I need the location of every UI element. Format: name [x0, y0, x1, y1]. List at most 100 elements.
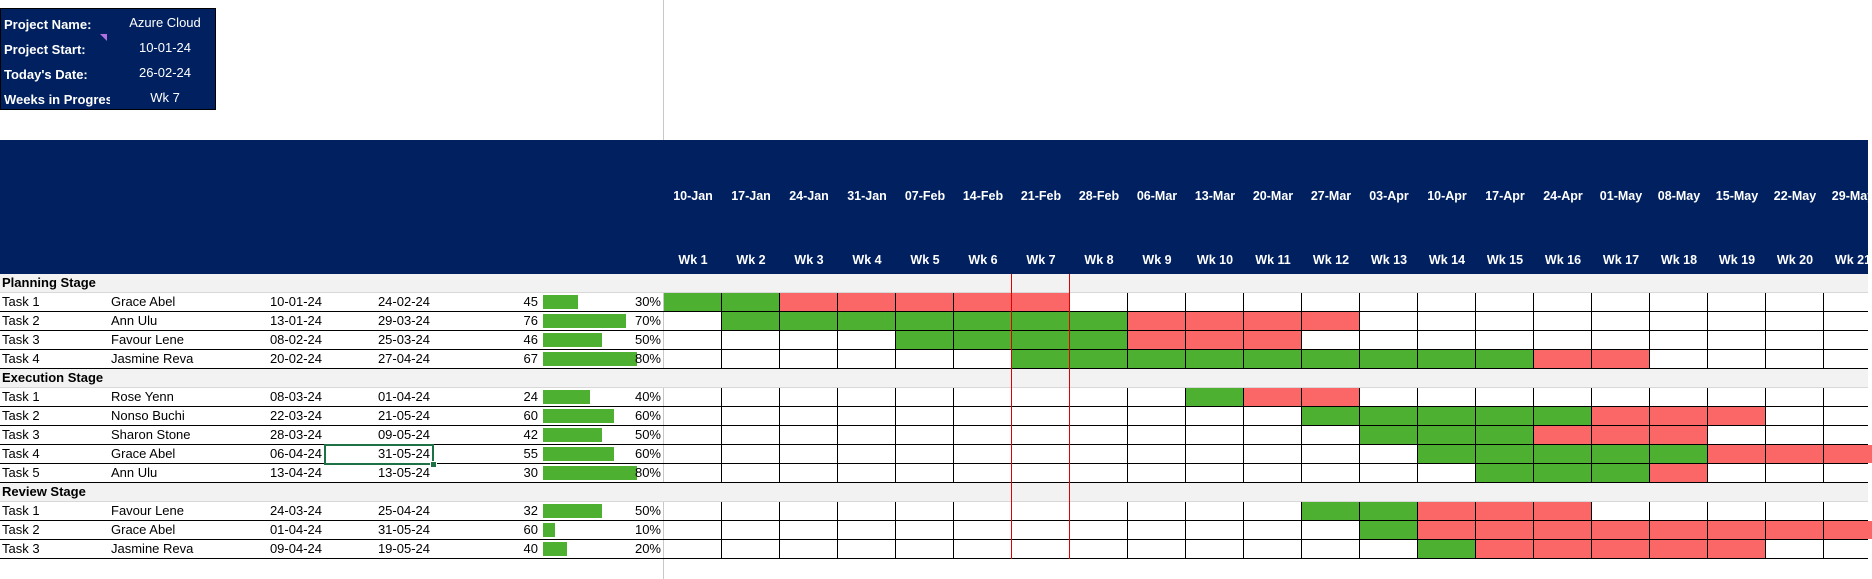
gantt-cell-remaining[interactable]: [1534, 350, 1592, 368]
gantt-cell-empty[interactable]: [1708, 312, 1766, 330]
start-date-cell[interactable]: 13-01-24: [269, 313, 322, 328]
gantt-cell-empty[interactable]: [954, 445, 1012, 463]
gantt-cell-empty[interactable]: [838, 388, 896, 406]
gantt-cell-empty[interactable]: [1070, 293, 1128, 311]
gantt-cell-empty[interactable]: [1650, 331, 1708, 349]
gantt-cell-empty[interactable]: [1070, 426, 1128, 444]
gantt-cell-empty[interactable]: [954, 350, 1012, 368]
gantt-cell-empty[interactable]: [1128, 502, 1186, 520]
info-value[interactable]: 10-01-24: [138, 40, 192, 55]
days-cell[interactable]: 42: [523, 427, 538, 442]
gantt-cell-empty[interactable]: [838, 445, 896, 463]
start-date-cell[interactable]: 08-02-24: [269, 332, 322, 347]
task-name-cell[interactable]: Task 5: [2, 465, 40, 480]
gantt-cell-empty[interactable]: [722, 388, 780, 406]
gantt-cell-empty[interactable]: [1070, 502, 1128, 520]
gantt-cell-empty[interactable]: [664, 331, 722, 349]
gantt-cell-empty[interactable]: [896, 521, 954, 539]
gantt-cell-empty[interactable]: [1070, 540, 1128, 558]
start-date-cell[interactable]: 10-01-24: [269, 294, 322, 309]
gantt-cell-empty[interactable]: [1418, 293, 1476, 311]
gantt-cell-remaining[interactable]: [1650, 407, 1708, 425]
gantt-cell-empty[interactable]: [1534, 388, 1592, 406]
task-row[interactable]: Task 4 Jasmine Reva 20-02-24 27-04-24 67 80%: [0, 350, 1868, 369]
gantt-cell-empty[interactable]: [1766, 426, 1824, 444]
gantt-cell-empty[interactable]: [780, 540, 838, 558]
gantt-cell-empty[interactable]: [1244, 540, 1302, 558]
gantt-cell-complete[interactable]: [838, 312, 896, 330]
gantt-cell-complete[interactable]: [1070, 350, 1128, 368]
gantt-cell-empty[interactable]: [1534, 293, 1592, 311]
gantt-cell-remaining[interactable]: [1650, 464, 1708, 482]
gantt-cell-empty[interactable]: [1128, 407, 1186, 425]
gantt-cell-empty[interactable]: [1360, 312, 1418, 330]
gantt-cell-empty[interactable]: [780, 445, 838, 463]
gantt-cell-empty[interactable]: [1128, 293, 1186, 311]
start-date-cell[interactable]: 20-02-24: [269, 351, 322, 366]
end-date-cell[interactable]: 19-05-24: [377, 541, 430, 556]
gantt-cell-empty[interactable]: [1708, 331, 1766, 349]
gantt-cell-empty[interactable]: [896, 540, 954, 558]
gantt-cell-empty[interactable]: [664, 350, 722, 368]
end-date-cell[interactable]: 25-04-24: [377, 503, 430, 518]
gantt-cell-empty[interactable]: [1766, 331, 1824, 349]
gantt-cell-empty[interactable]: [722, 445, 780, 463]
gantt-cell-remaining[interactable]: [1186, 331, 1244, 349]
gantt-cell-empty[interactable]: [1418, 312, 1476, 330]
gantt-cell-empty[interactable]: [664, 540, 722, 558]
start-date-cell[interactable]: 08-03-24: [269, 389, 322, 404]
gantt-cell-empty[interactable]: [954, 464, 1012, 482]
comment-indicator-icon[interactable]: [100, 34, 107, 41]
days-cell[interactable]: 30: [523, 465, 538, 480]
days-cell[interactable]: 67: [523, 351, 538, 366]
end-date-cell[interactable]: 24-02-24: [377, 294, 430, 309]
gantt-cell-remaining[interactable]: [896, 293, 954, 311]
days-cell[interactable]: 55: [523, 446, 538, 461]
gantt-cell-empty[interactable]: [1824, 426, 1872, 444]
gantt-cell-complete[interactable]: [1418, 445, 1476, 463]
gantt-cell-complete[interactable]: [1476, 350, 1534, 368]
column-header-project-lead[interactable]: Project Lead: [114, 391, 211, 408]
stage-row[interactable]: Execution Stage: [0, 369, 1868, 388]
task-row[interactable]: Task 2 Grace Abel 01-04-24 31-05-24 60 10%: [0, 521, 1872, 540]
project-lead-cell[interactable]: Nonso Buchi: [111, 408, 185, 423]
gantt-cell-empty[interactable]: [664, 407, 722, 425]
gantt-cell-empty[interactable]: [1360, 388, 1418, 406]
gantt-cell-complete[interactable]: [1418, 540, 1476, 558]
gantt-cell-remaining[interactable]: [1592, 521, 1650, 539]
gantt-cell-empty[interactable]: [1070, 521, 1128, 539]
gantt-cell-empty[interactable]: [1302, 464, 1360, 482]
gantt-cell-empty[interactable]: [1824, 331, 1872, 349]
gantt-cell-empty[interactable]: [1534, 331, 1592, 349]
days-cell[interactable]: 40: [523, 541, 538, 556]
end-date-cell[interactable]: 25-03-24: [377, 332, 430, 347]
gantt-cell-empty[interactable]: [722, 540, 780, 558]
gantt-cell-remaining[interactable]: [1534, 502, 1592, 520]
project-lead-cell[interactable]: Grace Abel: [111, 446, 176, 461]
task-row[interactable]: Task 2 Ann Ulu 13-01-24 29-03-24 76 70%: [0, 312, 1868, 331]
gantt-cell-complete[interactable]: [1070, 312, 1128, 330]
project-lead-cell[interactable]: Jasmine Reva: [111, 351, 194, 366]
gantt-cell-empty[interactable]: [1708, 426, 1766, 444]
gantt-cell-complete[interactable]: [1418, 426, 1476, 444]
gantt-cell-remaining[interactable]: [1476, 540, 1534, 558]
gantt-cell-empty[interactable]: [1302, 445, 1360, 463]
gantt-cell-empty[interactable]: [664, 426, 722, 444]
gantt-cell-remaining[interactable]: [1592, 407, 1650, 425]
end-date-cell[interactable]: 29-03-24: [377, 313, 430, 328]
gantt-cell-empty[interactable]: [780, 407, 838, 425]
gantt-cell-empty[interactable]: [1186, 502, 1244, 520]
days-cell[interactable]: 60: [523, 408, 538, 423]
gantt-cell-complete[interactable]: [1592, 445, 1650, 463]
gantt-cell-empty[interactable]: [1708, 350, 1766, 368]
gantt-cell-complete[interactable]: [780, 312, 838, 330]
gantt-cell-empty[interactable]: [838, 464, 896, 482]
task-name-cell[interactable]: Task 3: [2, 427, 40, 442]
stage-row[interactable]: Planning Stage: [0, 274, 1868, 293]
task-row[interactable]: Task 2 Nonso Buchi 22-03-24 21-05-24 60 60%: [0, 407, 1868, 426]
gantt-cell-remaining[interactable]: [780, 293, 838, 311]
gantt-cell-empty[interactable]: [1650, 293, 1708, 311]
gantt-cell-empty[interactable]: [780, 521, 838, 539]
gantt-cell-empty[interactable]: [1592, 502, 1650, 520]
gantt-cell-complete[interactable]: [1012, 331, 1070, 349]
